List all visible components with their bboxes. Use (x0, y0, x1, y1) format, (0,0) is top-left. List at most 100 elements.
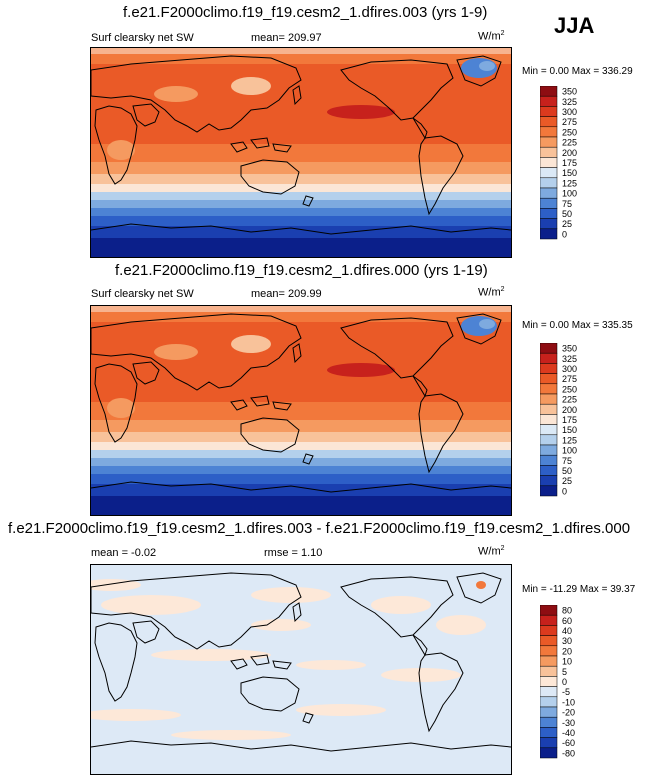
map-band (91, 322, 511, 376)
panel3-units-label: W/m2 (478, 545, 505, 558)
colorbar-swatch (540, 177, 558, 189)
map-feature (296, 660, 366, 670)
map-band (91, 420, 511, 432)
map-band (91, 466, 511, 474)
map-band (91, 200, 511, 208)
map-feature (251, 619, 311, 631)
map-band (91, 64, 511, 118)
coastline (412, 117, 428, 140)
map-feature (107, 398, 135, 418)
colorbar-tick-label: 10 (562, 657, 572, 667)
colorbar-tick-label: 325 (562, 354, 577, 364)
colorbar-tick-label: -20 (562, 708, 575, 718)
map-feature (151, 649, 271, 661)
map-feature (154, 344, 198, 360)
panel1-title: f.e21.F2000climo.f19_f19.cesm2_1.dfires.… (123, 4, 488, 21)
colorbar-swatch (540, 187, 558, 199)
map-feature (101, 595, 201, 615)
map-band (91, 376, 511, 402)
map-band (91, 48, 511, 54)
colorbar-tick-label: 300 (562, 364, 577, 374)
colorbar-swatch (540, 146, 558, 158)
colorbar-swatch (540, 625, 558, 636)
coastline (340, 576, 454, 638)
colorbar-tick-label: 125 (562, 178, 577, 188)
colorbar-swatch (540, 444, 558, 456)
colorbar-swatch (540, 352, 558, 364)
map-band (91, 312, 511, 322)
coastline (456, 572, 502, 604)
colorbar-tick-label: -10 (562, 697, 575, 707)
panel2-units-label: W/m2 (478, 286, 505, 299)
colorbar-tick-label: 325 (562, 97, 577, 107)
coastline (250, 395, 270, 407)
map-band (91, 118, 511, 144)
map-band (91, 162, 511, 174)
colorbar-tick-label: 25 (562, 476, 572, 486)
map-band (91, 474, 511, 484)
map-band (91, 192, 511, 200)
colorbar-swatch (540, 706, 558, 718)
map-feature (231, 77, 271, 95)
colorbar-tick-label: 0 (562, 486, 567, 496)
colorbar-swatch (540, 434, 558, 446)
colorbar-swatch (540, 208, 558, 219)
map-band (91, 450, 511, 458)
colorbar-swatch (540, 645, 558, 657)
map-feature (476, 581, 486, 589)
colorbar-swatch (540, 686, 558, 698)
map-band (91, 442, 511, 450)
map-band (91, 216, 511, 226)
panel3-map (90, 564, 512, 775)
coastline (94, 622, 138, 702)
colorbar-tick-label: 40 (562, 626, 572, 636)
panel3-mean-label: mean = -0.02 (91, 547, 157, 559)
colorbar-swatch (540, 414, 558, 425)
coastline (418, 652, 464, 733)
colorbar-tick-label: -60 (562, 738, 575, 748)
colorbar-tick-label: 25 (562, 219, 572, 229)
coastline (302, 453, 314, 465)
coastline (91, 481, 511, 493)
colorbar-swatch (540, 737, 558, 749)
colorbar-tick-label: 275 (562, 374, 577, 384)
map-band (91, 144, 511, 162)
map-band (91, 306, 511, 312)
coastline (91, 223, 511, 235)
panel1-map (90, 47, 512, 258)
colorbar-swatch (540, 614, 558, 626)
colorbar-tick-label: 125 (562, 435, 577, 445)
map-band (91, 496, 511, 515)
coastline (250, 137, 270, 149)
colorbar-swatch (540, 696, 558, 708)
coastline (132, 620, 160, 644)
coastline (94, 363, 138, 443)
colorbar-swatch (540, 228, 558, 240)
colorbar-tick-label: 350 (562, 87, 577, 97)
map-feature (479, 61, 495, 71)
colorbar-swatch (540, 106, 558, 117)
coastline (292, 343, 302, 364)
panel2-variable-label: Surf clearsky net SW (91, 288, 194, 300)
panel1-units-label: W/m2 (478, 30, 505, 43)
panel1-variable-label: Surf clearsky net SW (91, 32, 194, 44)
coastline (340, 59, 454, 121)
panel2-title: f.e21.F2000climo.f19_f19.cesm2_1.dfires.… (115, 262, 488, 279)
panel2-mean-label: mean= 209.99 (251, 288, 322, 300)
colorbar-swatch (540, 126, 558, 138)
colorbar-swatch (540, 116, 558, 128)
map-feature (479, 319, 495, 329)
colorbar-tick-label: 50 (562, 209, 572, 219)
map-band (91, 184, 511, 192)
colorbar-tick-label: 300 (562, 107, 577, 117)
coastline (230, 399, 248, 411)
coastline (412, 634, 428, 657)
colorbar-swatch (540, 424, 558, 436)
coastline (132, 103, 160, 127)
coastline (418, 393, 464, 474)
season-label: JJA (554, 13, 595, 38)
colorbar-tick-label: -40 (562, 728, 575, 738)
coastline (418, 135, 464, 216)
